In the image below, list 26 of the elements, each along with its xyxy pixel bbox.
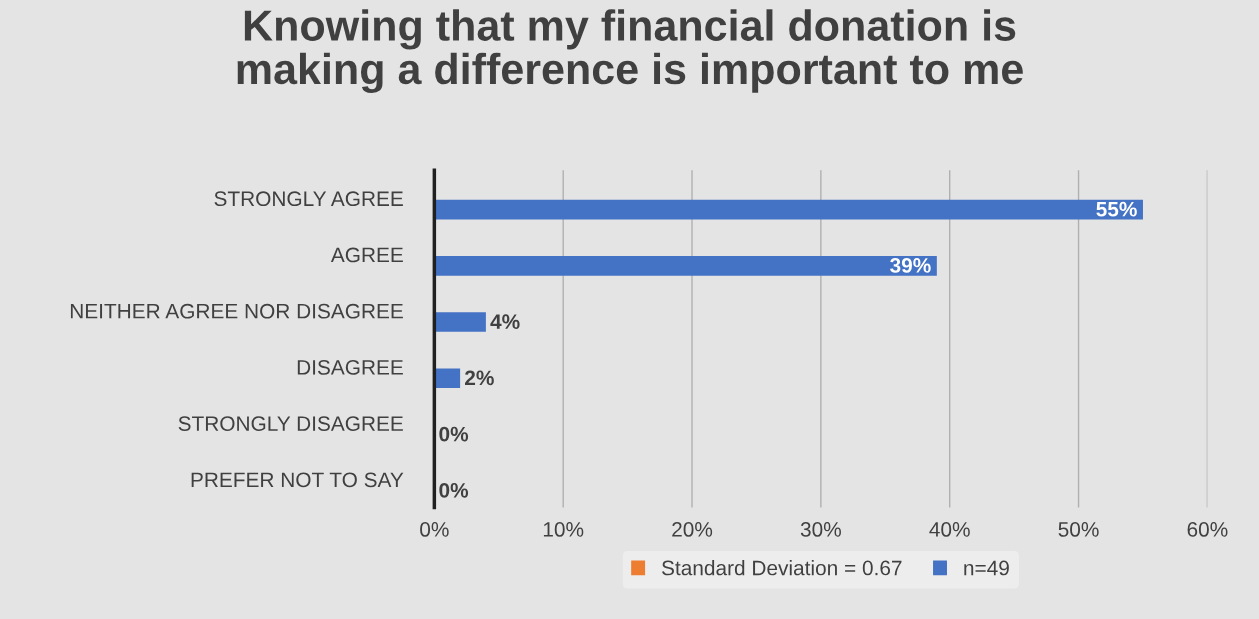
x-tick-label: 20% [672,522,713,537]
y-tick-label: DISAGREE [297,360,403,375]
bar [434,255,937,276]
bar [434,312,486,332]
x-tick-label: 30% [800,522,841,537]
bar [434,199,1143,220]
data-label: 2% [465,370,494,386]
x-tick-label: 0% [420,522,449,537]
y-tick-label: AGREE [330,247,403,263]
data-label: 0% [439,482,469,498]
y-tick-label: STRONGLY AGREE [214,191,403,207]
data-label: 55% [1096,201,1137,217]
y-tick-label: STRONGLY DISAGREE [178,416,403,431]
y-tick-label: NEITHER AGREE NOR DISAGREE [70,303,403,319]
y-tick-label: PREFER NOT TO SAY [191,472,404,488]
legend-label: Standard Deviation = 0.67 [661,560,902,576]
x-tick-label: 50% [1058,522,1099,537]
data-label: 4% [490,314,520,329]
x-tick-label: 60% [1187,522,1228,537]
x-tick-label: 40% [929,522,970,537]
data-label: 39% [890,258,931,273]
data-label: 0% [439,426,469,442]
chart-title: Knowing that my financial donation is making a difference is important to me [237,9,1023,94]
x-tick-label: 10% [543,522,584,537]
bar [434,368,461,389]
legend-label: n=49 [964,560,1009,576]
